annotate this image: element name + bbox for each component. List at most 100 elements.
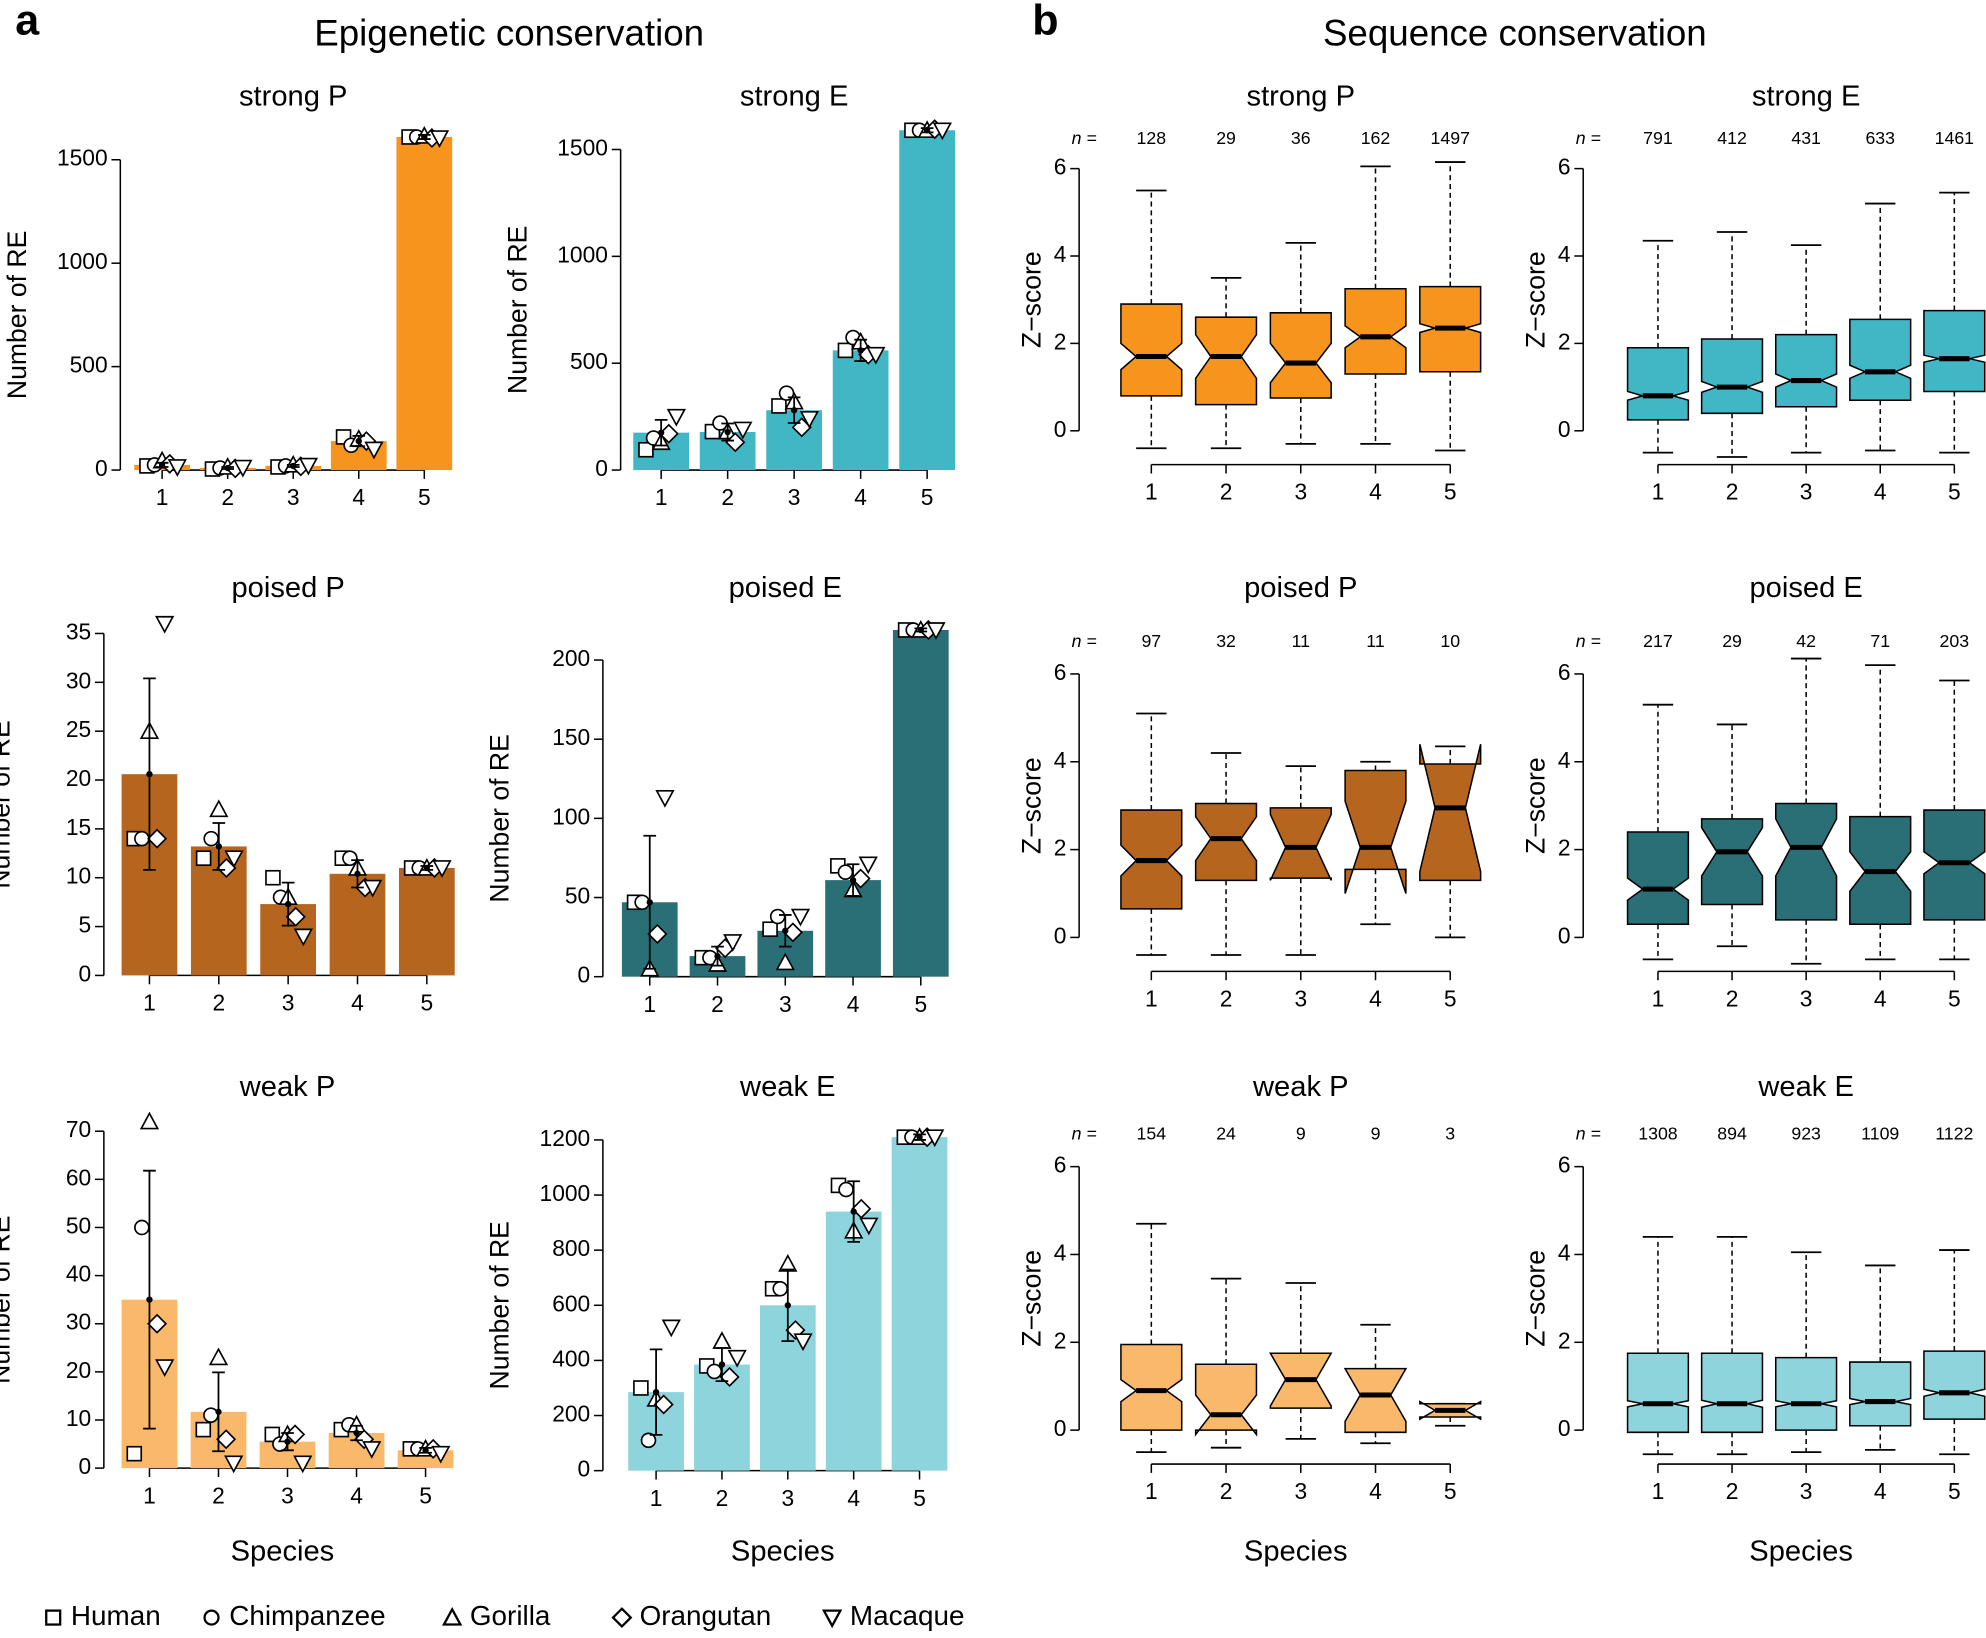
n-prefix: n = xyxy=(1072,128,1097,148)
y-tick-label: 2 xyxy=(1054,328,1067,354)
y-tick-label: 200 xyxy=(552,645,590,671)
species-point xyxy=(203,830,219,847)
x-tick-label: 4 xyxy=(1874,479,1887,505)
species-point xyxy=(363,879,383,898)
species-point xyxy=(195,850,212,866)
y-tick-label: 1000 xyxy=(57,248,108,274)
y-axis-label: Z−score xyxy=(1017,1250,1047,1347)
x-tick-label: 3 xyxy=(1294,1478,1307,1504)
y-tick-label: 5 xyxy=(79,912,92,938)
y-tick-label: 6 xyxy=(1054,1152,1067,1178)
box xyxy=(1269,312,1332,399)
y-tick-label: 0 xyxy=(578,962,591,988)
x-tick-label: 1 xyxy=(156,484,169,510)
y-tick-label: 25 xyxy=(66,716,91,742)
bar xyxy=(899,130,956,471)
n-label: 791 xyxy=(1643,128,1673,148)
n-prefix: n = xyxy=(1072,631,1097,651)
x-tick-label: 4 xyxy=(350,1482,363,1508)
n-prefix: n = xyxy=(1576,1124,1601,1144)
mean-dot xyxy=(423,864,431,872)
mean-dot xyxy=(355,437,362,445)
y-tick-label: 100 xyxy=(552,803,590,829)
y-tick-label: 50 xyxy=(565,883,590,909)
n-label: 128 xyxy=(1137,128,1167,148)
y-tick-label: 500 xyxy=(570,348,608,374)
panel-label: b xyxy=(1032,0,1058,44)
mean-dot xyxy=(724,428,731,436)
x-tick-label: 1 xyxy=(1145,986,1158,1012)
y-axis-label: Z−score xyxy=(1017,251,1047,348)
x-tick-label: 3 xyxy=(287,484,300,510)
n-label: 162 xyxy=(1361,128,1391,148)
y-tick-label: 0 xyxy=(595,455,608,481)
x-tick-label: 3 xyxy=(781,1485,794,1511)
x-tick-label: 4 xyxy=(351,990,364,1016)
x-tick-label: 3 xyxy=(779,991,792,1017)
y-tick-label: 0 xyxy=(1558,922,1571,948)
x-tick-label: 5 xyxy=(1948,479,1961,505)
y-tick-label: 6 xyxy=(1054,659,1067,685)
y-tick-label: 30 xyxy=(66,1309,91,1335)
y-tick-label: 150 xyxy=(552,724,590,750)
chart-title: weak E xyxy=(739,1071,836,1103)
n-label: 1497 xyxy=(1431,128,1470,148)
y-tick-label: 4 xyxy=(1054,747,1067,773)
mean-dot xyxy=(652,1388,660,1396)
box xyxy=(1626,1352,1690,1434)
x-tick-label: 3 xyxy=(282,990,295,1016)
species-point xyxy=(224,1455,244,1474)
x-axis-label: Species xyxy=(1244,1536,1348,1568)
legend-marker xyxy=(821,1609,843,1629)
n-label: 9 xyxy=(1371,1124,1381,1144)
species-point xyxy=(772,1280,789,1297)
species-point xyxy=(429,130,450,148)
x-tick-label: 2 xyxy=(716,1485,729,1511)
x-tick-label: 4 xyxy=(1369,986,1382,1012)
species-point xyxy=(633,1380,649,1396)
chart-title: poised E xyxy=(729,572,842,604)
species-point xyxy=(195,1421,212,1438)
species-point xyxy=(771,398,787,414)
n-label: 633 xyxy=(1865,128,1895,148)
species-point xyxy=(769,908,786,925)
species-point xyxy=(134,830,150,847)
species-point xyxy=(859,1217,879,1236)
y-tick-label: 200 xyxy=(552,1401,590,1427)
y-axis-label: Z−score xyxy=(1521,251,1551,348)
y-tick-label: 6 xyxy=(1558,659,1571,685)
mean-dot xyxy=(146,770,153,778)
box xyxy=(1923,309,1986,393)
x-tick-label: 2 xyxy=(1726,479,1739,505)
x-tick-label: 5 xyxy=(913,1485,926,1511)
n-label: 29 xyxy=(1216,128,1236,148)
species-point xyxy=(706,1363,723,1380)
y-tick-label: 40 xyxy=(66,1261,91,1287)
chart-title: strong E xyxy=(740,80,848,112)
mean-dot xyxy=(790,407,798,414)
box xyxy=(1700,338,1764,415)
x-tick-label: 2 xyxy=(1220,986,1233,1012)
bar xyxy=(832,350,889,471)
box xyxy=(1194,1363,1258,1437)
x-tick-label: 2 xyxy=(212,990,225,1016)
species-point xyxy=(661,1319,681,1338)
n-label: 154 xyxy=(1137,1124,1167,1144)
species-point xyxy=(147,828,168,849)
x-axis-label: Species xyxy=(231,1536,335,1568)
y-axis-label: Number of RE xyxy=(0,720,16,888)
chart-title: poised E xyxy=(1749,572,1862,604)
y-tick-label: 1500 xyxy=(57,145,108,171)
panel-title: Epigenetic conservation xyxy=(314,12,704,53)
species-point xyxy=(432,860,452,878)
y-tick-label: 0 xyxy=(578,1456,591,1482)
x-tick-label: 3 xyxy=(1800,986,1813,1012)
x-tick-label: 1 xyxy=(650,1485,663,1511)
n-label: 203 xyxy=(1940,631,1970,651)
x-tick-label: 2 xyxy=(1726,986,1739,1012)
mean-dot xyxy=(646,899,653,906)
n-label: 11 xyxy=(1292,631,1310,651)
box xyxy=(1194,802,1258,882)
x-tick-label: 2 xyxy=(221,484,234,510)
